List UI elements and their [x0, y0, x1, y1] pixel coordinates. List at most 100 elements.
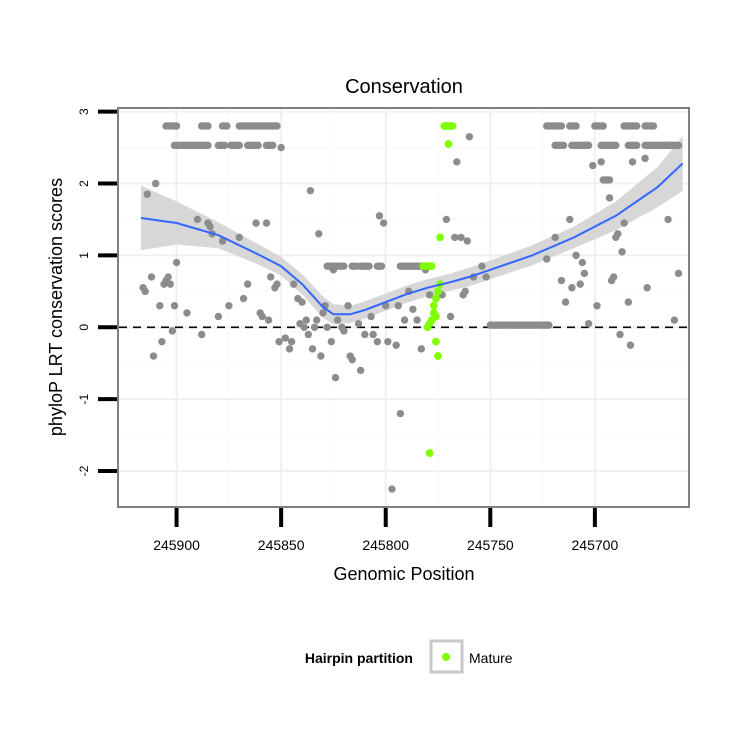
data-point: [584, 141, 593, 150]
y-axis: -2 -1 0 1 2 3: [77, 108, 117, 476]
data-point: [172, 122, 181, 130]
legend-title: Hairpin partition: [305, 650, 413, 666]
data-point: [340, 262, 348, 270]
data-point-mature: [434, 287, 442, 296]
data-point: [465, 133, 474, 141]
data-point: [626, 341, 635, 349]
data-point: [310, 323, 319, 331]
data-point: [461, 287, 469, 296]
data-point: [551, 233, 559, 242]
data-point: [266, 273, 275, 281]
data-point: [254, 141, 262, 150]
data-point: [605, 194, 614, 202]
data-point: [273, 122, 281, 130]
x-tick-label: 245800: [362, 537, 409, 553]
data-point: [572, 251, 580, 260]
data-point: [568, 284, 576, 292]
confidence-ribbon-layer: [141, 136, 683, 325]
data-point: [624, 298, 633, 306]
x-axis: 245900 245850 245800 245750 245700: [153, 508, 618, 553]
x-tick-label: 245750: [467, 537, 514, 553]
data-point: [605, 176, 614, 184]
data-point: [319, 309, 327, 317]
data-point: [298, 298, 306, 306]
y-axis-label: phyloP LRT conservation scores: [46, 178, 66, 436]
data-point: [214, 312, 223, 321]
legend: Hairpin partition Mature: [305, 639, 513, 674]
data-point: [373, 337, 382, 346]
data-point: [275, 337, 283, 346]
data-point: [300, 323, 308, 331]
data-point: [616, 330, 624, 339]
y-tick-label: 2: [77, 180, 91, 187]
data-point: [618, 248, 626, 256]
data-point: [641, 154, 649, 163]
data-point: [451, 233, 459, 242]
data-point: [628, 158, 637, 166]
data-point: [344, 302, 352, 310]
data-point: [269, 141, 277, 150]
data-point: [375, 212, 384, 220]
data-point-mature: [423, 323, 432, 332]
data-point: [545, 321, 553, 329]
data-point: [446, 312, 455, 321]
data-point: [204, 141, 212, 150]
data-point: [340, 327, 348, 335]
data-point: [674, 141, 683, 150]
data-point-mature: [432, 337, 440, 346]
data-point: [281, 334, 290, 342]
plot-panel-border: [117, 107, 690, 508]
data-point: [315, 230, 323, 238]
confidence-ribbon: [141, 136, 683, 325]
data-point: [543, 255, 551, 263]
data-point: [580, 269, 589, 278]
data-point: [149, 352, 158, 360]
data-point: [356, 366, 365, 375]
data-point: [578, 258, 587, 267]
data-point: [304, 330, 313, 339]
y-tick-label: 3: [77, 108, 91, 115]
data-point: [566, 215, 574, 224]
data-point-mature: [434, 352, 442, 360]
data-point: [572, 122, 580, 130]
data-point: [308, 345, 317, 353]
data-point: [384, 337, 392, 346]
data-point: [369, 330, 377, 339]
data-point: [172, 258, 181, 267]
data-point: [593, 302, 601, 310]
data-point: [388, 485, 396, 493]
data-point: [664, 215, 672, 224]
data-point: [589, 161, 597, 170]
data-point: [166, 280, 174, 288]
data-point-mature: [448, 122, 457, 130]
data-point: [302, 316, 310, 324]
data-point: [400, 316, 409, 324]
data-point: [220, 141, 229, 150]
data-point: [559, 141, 568, 150]
y-tick-label: 1: [77, 252, 91, 259]
data-point: [365, 262, 373, 270]
data-point: [277, 143, 285, 152]
data-point: [156, 302, 164, 310]
data-point: [674, 269, 683, 278]
data-point: [482, 273, 490, 281]
data-point: [649, 122, 658, 130]
data-point-mature: [425, 449, 434, 457]
data-point: [457, 233, 465, 242]
data-point: [417, 345, 425, 353]
x-tick-label: 245850: [258, 537, 305, 553]
data-point: [409, 305, 417, 313]
data-point: [377, 262, 386, 270]
data-point-mature: [444, 140, 453, 148]
data-point: [453, 158, 461, 166]
data-point: [168, 327, 177, 335]
data-point: [610, 273, 618, 281]
data-point: [614, 230, 622, 238]
data-point: [197, 330, 206, 339]
data-point-mature: [427, 262, 436, 271]
data-point: [164, 273, 172, 281]
legend-label-mature: Mature: [469, 650, 513, 666]
data-point: [243, 280, 252, 288]
y-tick-label: -2: [77, 465, 91, 476]
points-other: [139, 122, 683, 493]
